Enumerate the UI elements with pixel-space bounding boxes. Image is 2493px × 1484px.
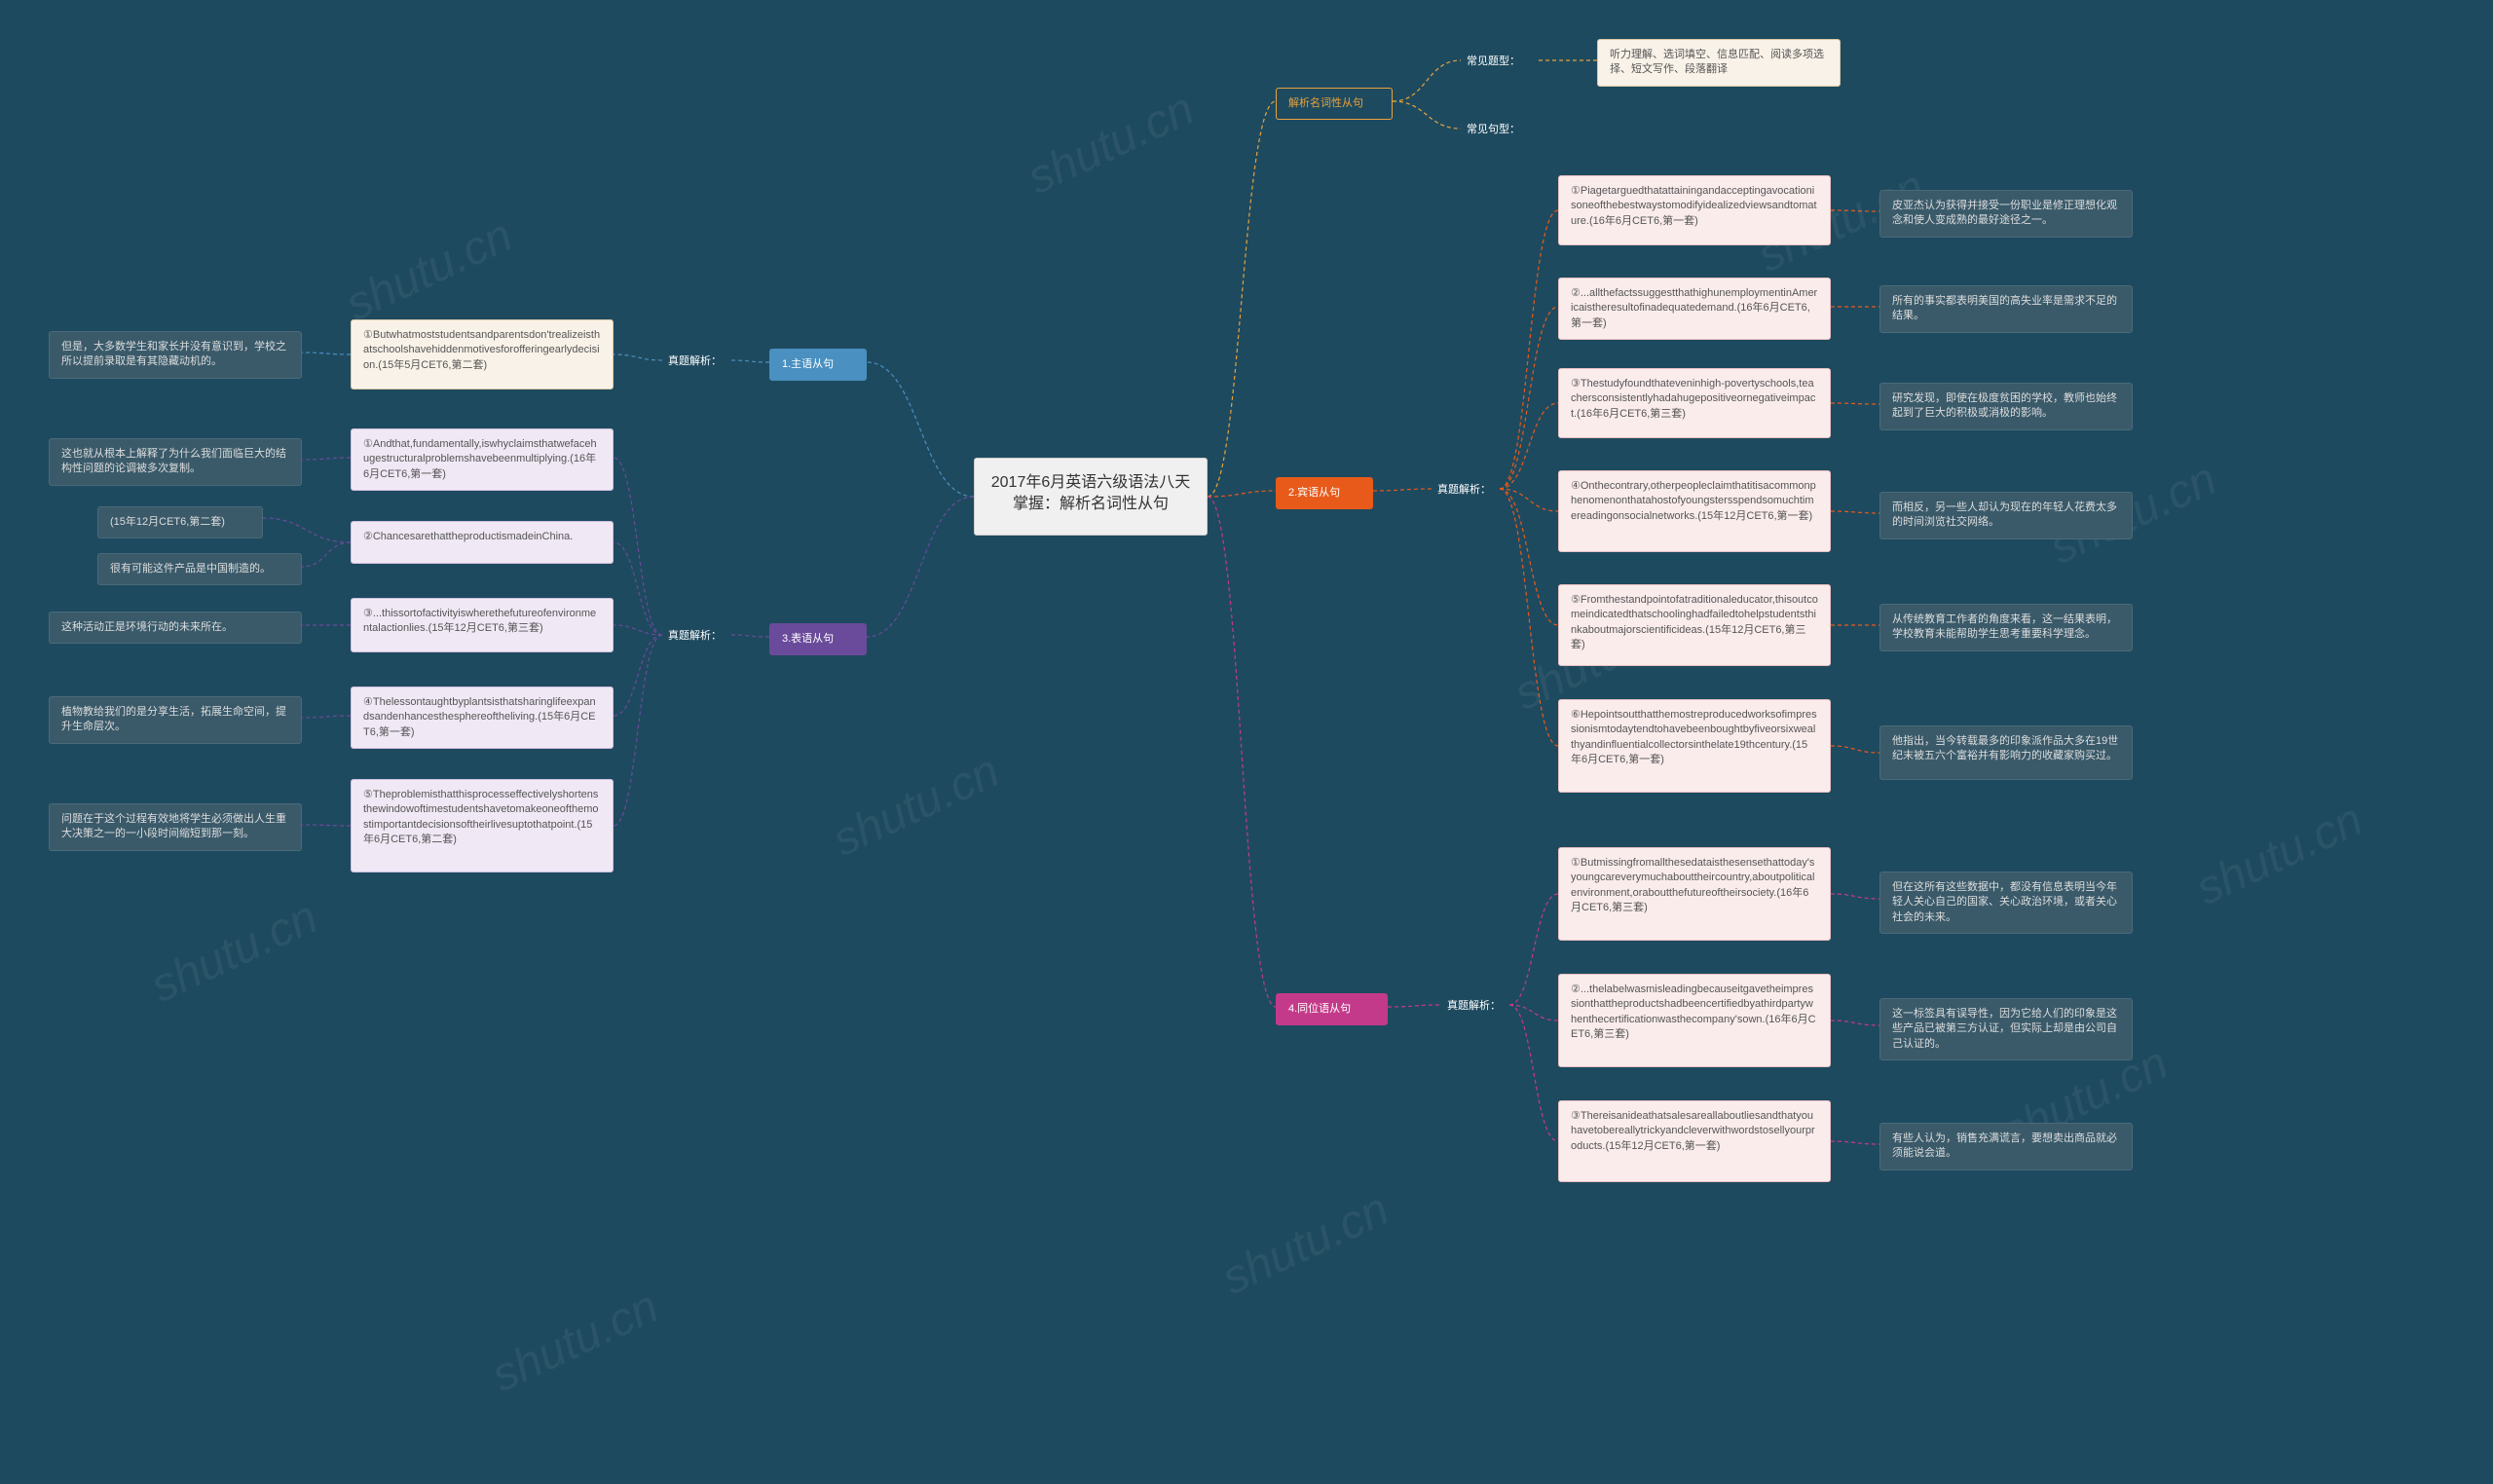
example-b3e5: ⑤Theproblemisthatthisprocesseffectivelys… xyxy=(351,779,614,872)
translation-b3e2: 很有可能这件产品是中国制造的。 xyxy=(97,553,302,585)
watermark: shutu.cn xyxy=(1214,1182,1397,1306)
watermark: shutu.cn xyxy=(1020,82,1203,205)
translation-b2e3: 研究发现，即使在极度贫困的学校，教师也始终起到了巨大的积极或消极的影响。 xyxy=(1879,383,2133,430)
translation-b3e1: 这也就从根本上解释了为什么我们面临巨大的结构性问题的论调被多次复制。 xyxy=(49,438,302,486)
example-b3e1: ①Andthat,fundamentally,iswhyclaimsthatwe… xyxy=(351,428,614,491)
example-b2e5: ⑤Fromthestandpointofatraditionaleducator… xyxy=(1558,584,1831,666)
sublabel-b0c1: 常见句型： xyxy=(1461,119,1539,141)
example-b2e2: ②...allthefactssuggestthathighunemployme… xyxy=(1558,278,1831,340)
translation-b4e1: 但在这所有这些数据中，都没有信息表明当今年轻人关心自己的国家、关心政治环境，或者… xyxy=(1879,872,2133,934)
mid-label-b3: 真题解析： xyxy=(662,625,730,648)
translation-b1e1: 但是，大多数学生和家长并没有意识到，学校之所以提前录取是有其隐藏动机的。 xyxy=(49,331,302,379)
watermark: shutu.cn xyxy=(825,744,1008,868)
watermark: shutu.cn xyxy=(338,208,521,332)
translation-b2e6: 他指出，当今转载最多的印象派作品大多在19世纪末被五六个富裕并有影响力的收藏家购… xyxy=(1879,725,2133,780)
watermark: shutu.cn xyxy=(2188,793,2371,916)
example-b4e3: ③Thereisanideathatsalesareallaboutliesan… xyxy=(1558,1100,1831,1182)
example-b2e4: ④Onthecontrary,otherpeopleclaimthatitisa… xyxy=(1558,470,1831,552)
mid-label-b2: 真题解析： xyxy=(1432,479,1500,501)
watermark: shutu.cn xyxy=(143,890,326,1014)
leaf-b0c0l0: 听力理解、选词填空、信息匹配、阅读多项选择、短文写作、段落翻译 xyxy=(1597,39,1841,87)
translation-b3e3: 这种活动正是环境行动的未来所在。 xyxy=(49,612,302,644)
translation-b4e2: 这一标签具有误导性，因为它给人们的印象是这些产品已被第三方认证，但实际上却是由公… xyxy=(1879,998,2133,1060)
example-b4e2: ②...thelabelwasmisleadingbecauseitgaveth… xyxy=(1558,974,1831,1067)
branch-b0: 解析名词性从句 xyxy=(1276,88,1393,120)
branch-b1: 1.主语从句 xyxy=(769,349,867,381)
watermark: shutu.cn xyxy=(484,1280,667,1403)
example-b2e1: ①Piagetarguedthatattainingandacceptingav… xyxy=(1558,175,1831,245)
sublabel-b0c0: 常见题型： xyxy=(1461,51,1539,73)
example-b4e1: ①Butmissingfromallthesedataisthesensetha… xyxy=(1558,847,1831,941)
translation-b2e4: 而相反，另一些人却认为现在的年轻人花费太多的时间浏览社交网络。 xyxy=(1879,492,2133,539)
mid-label-b4: 真题解析： xyxy=(1441,995,1509,1018)
example-b3e3: ③...thissortofactivityiswherethefutureof… xyxy=(351,598,614,652)
example-b3e4: ④Thelessontaughtbyplantsisthatsharinglif… xyxy=(351,686,614,749)
translation-b2e1: 皮亚杰认为获得并接受一份职业是修正理想化观念和使人变成熟的最好途径之一。 xyxy=(1879,190,2133,238)
note-b3e2: (15年12月CET6,第二套) xyxy=(97,506,263,538)
center-node: 2017年6月英语六级语法八天掌握：解析名词性从句 xyxy=(974,458,1208,536)
translation-b2e5: 从传统教育工作者的角度来看，这一结果表明，学校教育未能帮助学生思考重要科学理念。 xyxy=(1879,604,2133,651)
branch-b3: 3.表语从句 xyxy=(769,623,867,655)
mid-label-b1: 真题解析： xyxy=(662,351,730,373)
branch-b4: 4.同位语从句 xyxy=(1276,993,1388,1025)
translation-b4e3: 有些人认为，销售充满谎言，要想卖出商品就必须能说会道。 xyxy=(1879,1123,2133,1170)
translation-b3e5: 问题在于这个过程有效地将学生必须做出人生重大决策之一的一小段时间缩短到那一刻。 xyxy=(49,803,302,851)
translation-b3e4: 植物教给我们的是分享生活，拓展生命空间，提升生命层次。 xyxy=(49,696,302,744)
branch-b2: 2.宾语从句 xyxy=(1276,477,1373,509)
example-b3e2: ②ChancesarethattheproductismadeinChina. xyxy=(351,521,614,564)
example-b2e3: ③Thestudyfoundthateveninhigh-povertyscho… xyxy=(1558,368,1831,438)
example-b2e6: ⑥Hepointsoutthatthemostreproducedworksof… xyxy=(1558,699,1831,793)
example-b1e1: ①Butwhatmoststudentsandparentsdon'treali… xyxy=(351,319,614,390)
translation-b2e2: 所有的事实都表明美国的高失业率是需求不足的结果。 xyxy=(1879,285,2133,333)
